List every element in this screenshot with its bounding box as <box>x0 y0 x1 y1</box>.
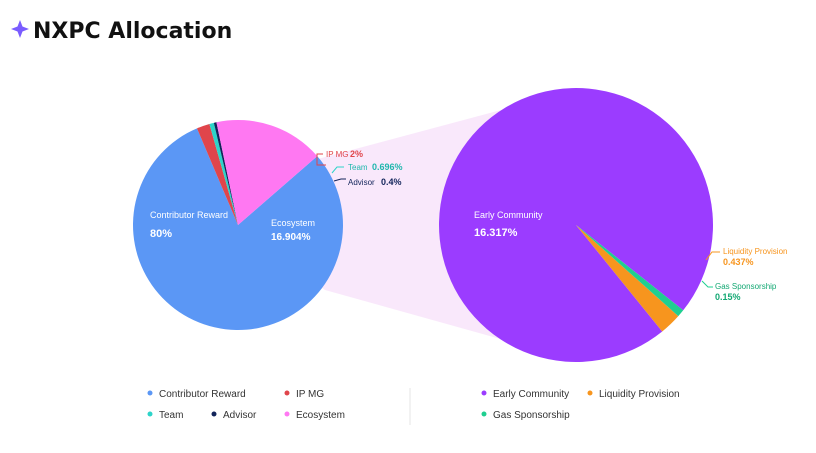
legend-item-liquidity-provision: Liquidity Provision <box>599 389 680 400</box>
legend-marker-early-community <box>481 390 487 396</box>
gas-value: 0.15% <box>715 292 741 302</box>
liquidity-leader <box>705 251 720 261</box>
pie-slice-ip-mg <box>196 123 238 225</box>
pie-labels: Contributor Reward 80% Ecosystem 16.904%… <box>150 149 787 302</box>
main-allocation-pie <box>133 120 343 330</box>
legend-item-team: Team <box>159 410 183 421</box>
pie-slice-liquidity-provision <box>576 225 679 332</box>
sparkle-icon <box>11 20 29 38</box>
legend-marker-ecosystem <box>284 411 290 417</box>
advisor-label: Advisor <box>348 178 375 187</box>
team-value: 0.696% <box>372 162 403 172</box>
ecosystem-label: Ecosystem <box>271 218 315 228</box>
gas-leader <box>701 280 713 288</box>
pie-slice-early-community <box>439 87 714 362</box>
legend-item-early-community: Early Community <box>493 389 569 400</box>
ip-mg-label: IP MG <box>326 150 349 159</box>
legend-item-contributor-reward: Contributor Reward <box>159 389 246 400</box>
page-title: NXPC Allocation <box>33 19 232 44</box>
liquidity-label: Liquidity Provision <box>723 247 787 256</box>
liquidity-value: 0.437% <box>723 257 754 267</box>
legend: Contributor Reward IP MG Team Advisor Ec… <box>147 388 680 425</box>
contributor-reward-value: 80% <box>150 228 172 240</box>
pie-slice-ecosystem <box>216 120 318 225</box>
legend-marker-liquidity-provision <box>587 390 593 396</box>
gas-label: Gas Sponsorship <box>715 282 777 291</box>
team-leader <box>331 166 344 174</box>
legend-marker-team <box>147 411 153 417</box>
legend-marker-gas-sponsorship <box>481 411 487 417</box>
header: NXPC Allocation <box>11 19 232 44</box>
legend-marker-ip-mg <box>284 390 290 396</box>
legend-marker-contributor-reward <box>147 390 153 396</box>
ecosystem-breakdown-pie <box>439 87 714 362</box>
team-label: Team <box>348 163 368 172</box>
pie-slice-gas-sponsorship <box>576 225 684 317</box>
contributor-reward-label: Contributor Reward <box>150 210 228 220</box>
ip-mg-leader <box>316 153 326 166</box>
legend-item-ecosystem: Ecosystem <box>296 410 345 421</box>
legend-item-advisor: Advisor <box>223 410 257 421</box>
early-community-label: Early Community <box>474 210 543 220</box>
early-community-value: 16.317% <box>474 227 518 239</box>
legend-item-gas-sponsorship: Gas Sponsorship <box>493 410 570 421</box>
ip-mg-value: 2% <box>350 149 363 159</box>
advisor-leader <box>333 178 346 182</box>
ecosystem-value: 16.904% <box>271 232 311 243</box>
pie-slice-advisor <box>213 122 238 225</box>
pie-slice-contributor-reward <box>133 128 343 330</box>
legend-marker-advisor <box>211 411 217 417</box>
pie-slice-team <box>209 122 238 225</box>
advisor-value: 0.4% <box>381 177 402 187</box>
legend-item-ip-mg: IP MG <box>296 389 324 400</box>
